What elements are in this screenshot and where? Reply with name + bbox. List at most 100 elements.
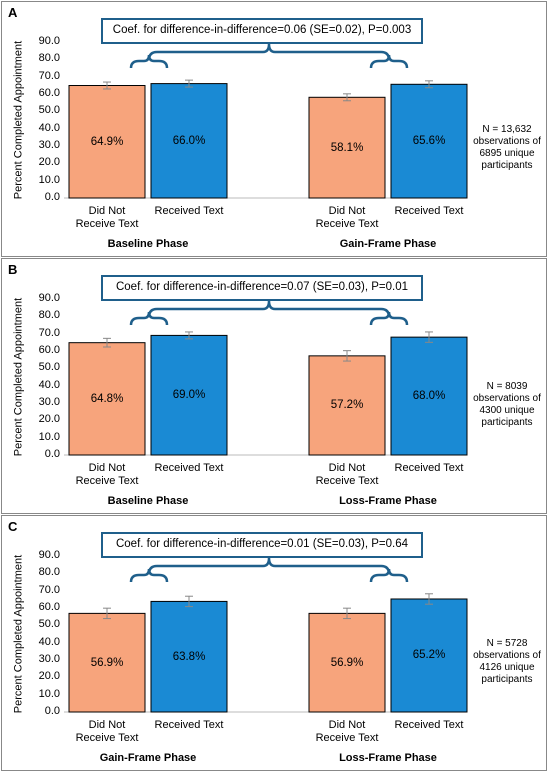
x-tick-label: Received Text: [154, 462, 224, 474]
bracket: [147, 43, 391, 61]
y-tick-label: 50.0: [38, 618, 60, 631]
plot: [64, 275, 468, 456]
bracket: [147, 557, 391, 575]
bar: [68, 85, 146, 199]
bar: [68, 342, 146, 456]
x-tick-label: Received Text: [154, 205, 224, 217]
y-tick-label: 20.0: [38, 413, 60, 426]
y-tick-label: 40.0: [38, 121, 60, 134]
bar: [308, 612, 386, 713]
note: observations of: [473, 393, 541, 404]
error-bar: [425, 80, 433, 89]
bar: [150, 83, 228, 199]
group-label: Loss-Frame Phase: [339, 752, 437, 764]
value-label: 57.2%: [330, 399, 364, 412]
panel-label: B: [8, 262, 18, 277]
annotation-box: [101, 532, 423, 558]
group-brace: [369, 568, 409, 583]
note: observations of: [473, 136, 541, 147]
panel-label: C: [8, 519, 18, 534]
y-tick-label: 20.0: [38, 670, 60, 683]
bar: [150, 334, 228, 456]
note: participants: [481, 674, 533, 685]
note: N = 8039: [486, 381, 528, 392]
error-bar: [425, 593, 433, 605]
group-label: Loss-Frame Phase: [339, 495, 437, 507]
value-label: 64.9%: [90, 135, 124, 148]
group-brace: [369, 311, 409, 326]
note: participants: [481, 417, 533, 428]
bar: [308, 96, 386, 199]
plot: [64, 532, 468, 713]
error-bar: [343, 93, 351, 102]
y-tick-label: 80.0: [38, 566, 60, 579]
y-tick-label: 50.0: [38, 361, 60, 374]
annotation: Coef. for difference-in-difference=0.06 …: [112, 24, 412, 36]
y-tick-label: 90.0: [38, 292, 60, 304]
x-tick-label: Did Not Receive Text: [315, 719, 379, 744]
y-tick-label: 40.0: [38, 378, 60, 391]
value-label: 64.8%: [90, 392, 124, 405]
value-label: 65.6%: [412, 135, 446, 148]
x-tick-label: Did Not Receive Text: [75, 719, 139, 744]
annotation-box: [101, 18, 423, 44]
x-tick-label: Did Not Receive Text: [75, 462, 139, 487]
value-label: 56.9%: [90, 656, 124, 669]
panel-label: A: [8, 5, 18, 20]
x-tick-label: Did Not Receive Text: [315, 462, 379, 487]
y-axis-label: Percent Completed Appointment: [12, 297, 25, 457]
panel: B Coef. for difference-in-difference=0.07…: [1, 258, 547, 514]
y-tick-label: 30.0: [38, 396, 60, 408]
error-bar: [103, 337, 111, 348]
note: N = 5728: [486, 638, 528, 649]
x-tick-label: Received Text: [394, 462, 464, 474]
x-tick-label: Did Not Receive Text: [75, 205, 139, 230]
y-tick-label: 70.0: [38, 326, 60, 339]
error-bar: [103, 81, 111, 90]
group-brace: [129, 568, 169, 583]
y-tick-label: 40.0: [38, 635, 60, 648]
y-tick-label: 80.0: [38, 52, 60, 65]
bar: [308, 355, 386, 456]
annotation: Coef. for difference-in-difference=0.01 …: [115, 538, 409, 550]
note: 4300 unique: [479, 405, 535, 416]
y-tick-label: 70.0: [38, 583, 60, 596]
y-tick-label: 90.0: [38, 549, 60, 561]
note: observations of: [473, 650, 541, 661]
x-tick-label: Received Text: [394, 719, 464, 731]
error-bar: [103, 607, 111, 620]
y-tick-label: 10.0: [38, 173, 60, 186]
x-tick-label: Did Not Receive Text: [315, 205, 379, 230]
y-tick-label: 90.0: [38, 35, 60, 47]
value-label: 69.0%: [172, 389, 206, 402]
y-tick-label: 10.0: [38, 687, 60, 700]
y-tick-label: 30.0: [38, 653, 60, 665]
x-tick-label: Received Text: [154, 719, 224, 731]
annotation-box: [101, 275, 423, 301]
group-label: Baseline Phase: [107, 238, 189, 250]
group-label: Gain-Frame Phase: [339, 238, 437, 250]
y-tick-label: 70.0: [38, 69, 60, 82]
error-bar: [425, 331, 433, 343]
annotation: Coef. for difference-in-difference=0.07 …: [115, 281, 409, 293]
y-tick-label: 60.0: [38, 601, 60, 613]
value-label: 66.0%: [172, 134, 206, 147]
group-label: Gain-Frame Phase: [99, 752, 197, 764]
bar: [390, 83, 468, 199]
error-bar: [343, 607, 351, 620]
bar: [390, 336, 468, 456]
value-label: 65.2%: [412, 649, 446, 662]
y-axis-label: Percent Completed Appointment: [12, 40, 25, 200]
error-bar: [343, 350, 351, 362]
y-tick-label: 60.0: [38, 87, 60, 99]
y-tick-label: 50.0: [38, 104, 60, 117]
value-label: 56.9%: [330, 656, 364, 669]
panel: C Coef. for difference-in-difference=0.01…: [1, 515, 547, 771]
y-tick-label: 0.0: [44, 705, 60, 717]
y-tick-label: 30.0: [38, 139, 60, 151]
group-label: Baseline Phase: [107, 495, 189, 507]
value-label: 68.0%: [412, 390, 446, 403]
x-tick-label: Received Text: [394, 205, 464, 217]
panel: A Coef. for difference-in-difference=0.06…: [1, 1, 547, 257]
